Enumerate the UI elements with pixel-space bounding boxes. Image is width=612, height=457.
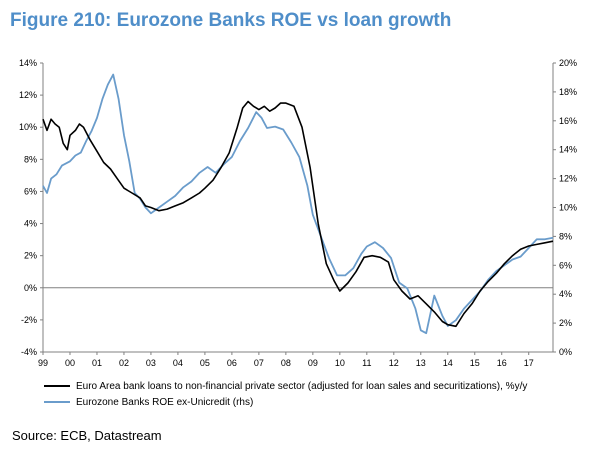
series-line-loans	[42, 100, 554, 328]
x-tick-label: 12	[389, 358, 399, 368]
legend-item-loans: Euro Area bank loans to non-financial pr…	[44, 378, 527, 394]
legend-swatch-roe	[44, 401, 70, 403]
y-tick-label-left: 14%	[19, 58, 37, 68]
y-tick-label-left: 4%	[24, 219, 37, 229]
x-tick-label: 06	[227, 358, 237, 368]
x-tick-label: 02	[119, 358, 129, 368]
series-line-roe	[42, 73, 554, 335]
x-tick-label: 11	[362, 358, 371, 368]
x-tick-label: 16	[497, 358, 507, 368]
x-tick-label: 08	[281, 358, 291, 368]
legend-swatch-loans	[44, 385, 70, 387]
x-tick-label: 15	[470, 358, 480, 368]
x-tick-label: 17	[524, 358, 534, 368]
y-tick-label-left: -4%	[21, 347, 37, 357]
x-tick-label: 03	[146, 358, 156, 368]
y-tick-label-left: 8%	[24, 154, 37, 164]
y-tick-label-right: 20%	[559, 58, 577, 68]
x-tick-label: 01	[92, 358, 102, 368]
y-tick-label-left: -2%	[21, 315, 37, 325]
legend: Euro Area bank loans to non-financial pr…	[44, 378, 527, 410]
y-tick-label-left: 6%	[24, 186, 37, 196]
y-tick-label-right: 4%	[559, 289, 572, 299]
x-tick-label: 00	[65, 358, 75, 368]
x-tick-label: 05	[200, 358, 210, 368]
y-tick-label-left: 12%	[19, 90, 37, 100]
y-tick-label-right: 6%	[559, 260, 572, 270]
x-tick-label: 04	[173, 358, 183, 368]
legend-label-roe: Eurozone Banks ROE ex-Unicredit (rhs)	[76, 396, 254, 408]
legend-label-loans: Euro Area bank loans to non-financial pr…	[76, 380, 528, 392]
y-tick-label-left: 0%	[24, 283, 37, 293]
chart-title: Figure 210: Eurozone Banks ROE vs loan g…	[10, 10, 452, 31]
y-tick-label-right: 8%	[559, 231, 572, 241]
x-tick-label: 13	[416, 358, 426, 368]
y-tick-label-right: 2%	[559, 318, 572, 328]
x-tick-label: 10	[335, 358, 345, 368]
x-tick-label: 14	[443, 358, 453, 368]
legend-item-roe: Eurozone Banks ROE ex-Unicredit (rhs)	[44, 394, 527, 410]
source-note: Source: ECB, Datastream	[12, 428, 162, 443]
y-tick-label-right: 0%	[559, 347, 572, 357]
y-tick-label-right: 12%	[559, 174, 577, 184]
y-tick-label-left: 10%	[19, 122, 37, 132]
x-tick-label: 99	[38, 358, 48, 368]
x-tick-label: 07	[254, 358, 264, 368]
y-tick-label-right: 14%	[559, 145, 577, 155]
y-tick-label-left: 2%	[24, 251, 37, 261]
y-tick-label-right: 18%	[559, 87, 577, 97]
x-tick-label: 09	[308, 358, 318, 368]
y-tick-label-right: 10%	[559, 203, 577, 213]
y-tick-label-right: 16%	[559, 116, 577, 126]
